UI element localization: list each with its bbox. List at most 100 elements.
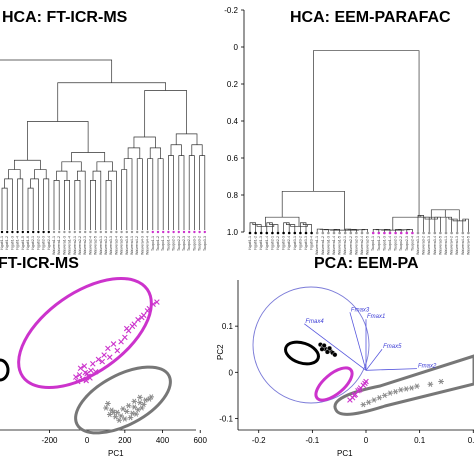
panel-a-leaf-marker <box>26 230 30 234</box>
panel-a-link-7 <box>34 169 47 179</box>
panel-c-title: FT-ICR-MS <box>0 255 79 272</box>
panel-b-dendrogram <box>249 50 469 232</box>
panel-b-y-tick-label: 0.2 <box>227 80 239 89</box>
panel-c-point-s1 <box>105 400 111 407</box>
panel-c-point-s0 <box>73 374 79 380</box>
panel-d-point-s2 <box>376 395 383 401</box>
panel-a-root-link <box>0 59 113 83</box>
panel-a-leaf-marker <box>177 230 180 234</box>
panel-c-point-s1 <box>123 408 130 415</box>
panel-a-leaf-marker <box>125 230 128 234</box>
panel-d-point-s0 <box>324 349 330 355</box>
panel-d-point-s1 <box>356 387 363 393</box>
panel-c-point-s0 <box>74 378 81 385</box>
panel-a-leaf-marker <box>146 230 149 234</box>
panel-c-point-s0 <box>110 341 117 347</box>
panel-d-loading-label: Fmax1 <box>367 314 385 320</box>
panel-b-leaf-marker <box>388 231 392 235</box>
panel-b-leaf-marker <box>405 231 409 235</box>
panel-b-leaf-marker <box>433 231 437 235</box>
panel-a-leaf-label: Taupo3-1 <box>192 236 196 251</box>
panel-d-point-s1 <box>362 380 368 387</box>
panel-b-leaf-label: Waiwera2-1 <box>343 236 347 255</box>
panel-c-point-s0 <box>101 352 107 358</box>
panel-b-leaf-marker <box>265 231 269 235</box>
panel-b-y-tick-label: 0.6 <box>227 154 239 163</box>
panel-b-y-tick-label: 0.4 <box>227 117 239 126</box>
panel-b-leaf-label: Ngati2-2 <box>276 236 280 250</box>
panel-a-leaf-label: Waiwera1-2 <box>57 236 61 255</box>
panel-a-leaf-marker <box>162 230 165 234</box>
panel-a-leaf-marker <box>0 230 4 234</box>
panel-b-leaf-marker <box>383 231 386 235</box>
panel-a-link-37 <box>144 90 187 137</box>
panel-c-point-s1 <box>120 406 126 412</box>
panel-b-title: HCA: EEM-PARAFAC <box>290 9 451 26</box>
panel-c-point-s1 <box>125 403 132 409</box>
panel-b-leaf-marker <box>321 231 325 235</box>
panel-a-leaf-marker <box>167 230 170 234</box>
panel-d-point-s2 <box>414 383 420 389</box>
panel-b-leaf-label: Ngati3-4 <box>310 236 314 250</box>
panel-a-leaf-label: Waiwera1-4 <box>68 236 72 255</box>
panel-a-link-5 <box>30 178 39 230</box>
panel-b-leaf-label: Taupo2-3 <box>405 236 409 251</box>
panel-a-leaf-marker <box>193 230 196 234</box>
panel-b-link-30 <box>434 216 441 232</box>
panel-a-leaf-label: Waiwera2-2 <box>78 236 82 255</box>
panel-b-leaf-label: Waiwera3-3 <box>427 236 431 255</box>
panel-b-leaf-label: Waiwera4-5 <box>466 236 470 255</box>
panel-a-leaf-label: Taupo1-2 <box>156 236 160 251</box>
panel-c-point-s0 <box>77 365 84 372</box>
panel-a-leaf-marker <box>42 230 45 234</box>
panel-a-link-38 <box>57 82 166 122</box>
panel-a-leaf-marker <box>84 230 87 234</box>
panel-b-leaf-label: Ngati2-4 <box>287 236 291 250</box>
panel-d-ticks: -0.2 -0.1 0 0.1 0.2 -0.1 0 0.1 <box>219 322 474 445</box>
panel-b-leaf-marker <box>467 231 470 235</box>
panel-b-y-tick-label: 1.0 <box>227 228 239 237</box>
panel-a-leaf-marker <box>11 230 14 234</box>
panel-d-black-ellipse <box>284 340 320 366</box>
panel-d-gray-ellipse <box>333 354 474 416</box>
panel-b-leaf-label: Waiwera2-3 <box>354 236 358 255</box>
panel-d-loading-arrow <box>304 323 367 371</box>
panel-d-point-s1 <box>351 392 357 399</box>
panel-a-link-30 <box>168 155 174 230</box>
panel-b-leaf-label: Waiwera1-4 <box>332 236 336 255</box>
panel-a-title: HCA: FT-ICR-MS <box>2 9 128 26</box>
panel-c-points <box>73 299 160 423</box>
panel-a-leaf-marker <box>68 230 71 234</box>
panel-b-leaf-label: Waiwera3-5 <box>438 236 442 255</box>
panel-c-point-s1 <box>146 396 153 402</box>
panel-b-leaf-marker <box>349 231 353 235</box>
panel-c-point-s0 <box>135 316 141 323</box>
panel-a-leaf-label: Waiwera3-1 <box>99 236 103 255</box>
panel-c-x-tick-label: 400 <box>156 436 170 445</box>
panel-b-leaf-label: Waiwera1-5 <box>338 236 342 255</box>
panel-b-leaf-label: Ngati1-4 <box>265 236 269 250</box>
panel-a-leaf-marker <box>182 230 186 234</box>
panel-c-point-s1 <box>106 411 113 418</box>
panel-a-leaf-label: Waiwera2-3 <box>83 236 87 255</box>
panel-c-point-s1 <box>122 416 128 422</box>
panel-a-leaf-marker <box>37 230 40 234</box>
panel-a-leaf-labels: Ngati1-1 Ngati1-2 Ngati1-3 Ngati1-4 Ngati1-5… <box>0 230 207 255</box>
panel-d-y-label: PC2 <box>216 344 225 360</box>
panel-b-leaf-label: Waiwera4-3 <box>455 236 459 255</box>
panel-b-leaf-marker <box>293 231 297 235</box>
panel-a-dendrogram <box>0 59 206 230</box>
panel-c-point-s1 <box>127 414 134 421</box>
panel-a-link-31 <box>178 155 185 230</box>
panel-b-leaf-marker <box>315 231 319 235</box>
panel-d-x-tick-label: 0.1 <box>414 436 426 445</box>
panel-c-point-s0 <box>79 376 86 383</box>
panel-c-point-s0 <box>122 334 128 341</box>
panel-a-leaf-label: Ngati1-5 <box>21 236 25 250</box>
panel-b-leaf-label: Waiwera4-2 <box>450 236 454 255</box>
panel-a-leaf-label: Waiwera2-4 <box>88 236 92 255</box>
panel-b-leaf-marker <box>355 231 358 235</box>
panel-a-link-6 <box>43 178 50 230</box>
panel-d-x-label: PC1 <box>337 449 353 458</box>
panel-c-point-s0 <box>99 358 106 365</box>
